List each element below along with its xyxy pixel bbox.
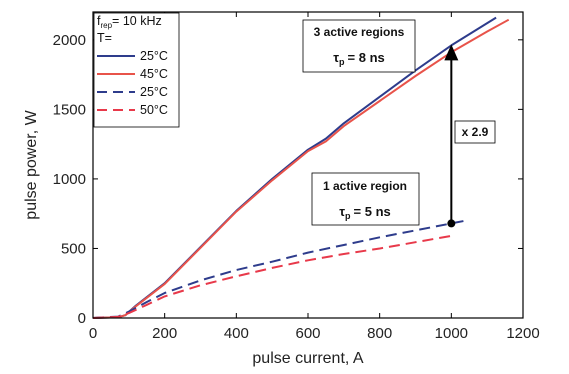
y-tick-label: 1000	[53, 171, 86, 188]
y-tick-label: 1500	[53, 101, 86, 118]
ratio-label: x 2.9	[454, 120, 496, 144]
plot-frame	[92, 11, 524, 319]
x-tick-label: 400	[224, 325, 249, 342]
legend: frep= 10 kHz T= 25°C 45°C 25°C 50°C	[93, 12, 180, 128]
legend-label-2: 45°C	[140, 67, 168, 81]
series-layer	[92, 16, 510, 319]
annotation-bottom: 1 active region τp = 5 ns	[311, 172, 420, 226]
series-line-4	[92, 234, 452, 319]
ratio-arrow-head	[444, 44, 459, 61]
legend-freq: frep= 10 kHz	[97, 14, 162, 30]
ratio-label-text: x 2.9	[462, 125, 489, 139]
annotation-bottom-box	[311, 172, 420, 226]
legend-label-3: 25°C	[140, 85, 168, 99]
legend-label-4: 50°C	[140, 103, 168, 117]
annotation-top-tau: τp = 8 ns	[333, 50, 385, 67]
y-axis-label: pulse power, W	[23, 109, 40, 219]
x-tick-label: 600	[295, 325, 320, 342]
x-tick-label: 0	[89, 325, 97, 342]
y-tick-label: 500	[61, 240, 86, 257]
annotation-bottom-tau: τp = 5 ns	[339, 204, 391, 221]
ratio-label-box	[454, 120, 496, 144]
x-tick-label: 1000	[435, 325, 468, 342]
series-line-3	[92, 219, 466, 319]
legend-label-1: 25°C	[140, 49, 168, 63]
annotation-bottom-text: 1 active region	[323, 179, 407, 193]
annotation-top: 3 active regions τp = 8 ns	[302, 19, 416, 73]
x-tick-label: 1200	[506, 325, 539, 342]
annotation-top-text: 3 active regions	[314, 25, 405, 39]
legend-items: 25°C 45°C 25°C 50°C	[97, 49, 168, 117]
legend-box	[93, 12, 180, 128]
x-tick-label: 800	[367, 325, 392, 342]
x-axis-label: pulse current, A	[252, 350, 364, 367]
ratio-arrow-origin-dot	[447, 219, 456, 228]
x-tick-label: 200	[152, 325, 177, 342]
y-tick-label: 2000	[53, 32, 86, 49]
axis-ticks: 0 200 400 600 800 1000 1200 0 500 1000 1500 2000	[53, 12, 540, 342]
y-tick-label: 0	[78, 310, 86, 327]
ratio-arrow	[444, 44, 459, 228]
legend-temp-label: T=	[97, 31, 112, 45]
annotation-top-box	[302, 19, 416, 73]
